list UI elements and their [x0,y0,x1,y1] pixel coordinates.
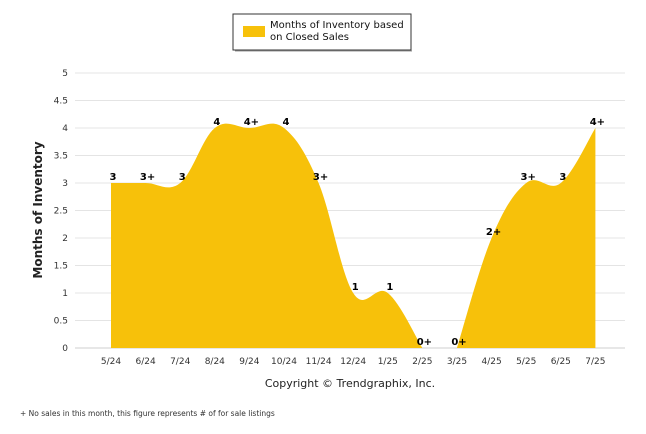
data-label: 1 [352,282,359,293]
data-label: 4 [213,117,220,128]
y-tick-label: 0 [62,344,68,354]
legend-line-2: on Closed Sales [270,32,349,43]
x-tick-label: 5/24 [101,357,121,367]
x-tick-label: 11/24 [306,357,332,367]
legend-swatch [243,26,265,37]
x-tick-label: 2/25 [412,357,432,367]
y-tick-label: 0.5 [54,317,68,327]
data-label: 3+ [313,172,328,183]
data-label: 4 [283,117,290,128]
x-tick-label: 7/24 [170,357,190,367]
y-ticks: 0 0.5 1 1.5 2 2.5 3 3.5 4 4.5 5 [54,69,69,354]
x-tick-label: 6/24 [135,357,155,367]
data-label: 3 [110,172,117,183]
copyright: Copyright © Trendgraphix, Inc. [265,377,435,390]
area-series [111,123,596,348]
data-label: 3 [179,172,186,183]
data-label: 1 [386,282,393,293]
x-tick-label: 3/25 [447,357,467,367]
x-tick-label: 4/25 [481,357,501,367]
footnote: + No sales in this month, this figure re… [20,409,275,418]
x-tick-label: 8/24 [205,357,225,367]
x-tick-label: 5/25 [516,357,536,367]
data-label: 2+ [486,227,501,238]
area-segment-1 [111,123,423,348]
x-tick-label: 1/25 [378,357,398,367]
x-tick-label: 6/25 [551,357,571,367]
x-tick-label: 10/24 [271,357,297,367]
legend: Months of Inventory based on Closed Sale… [232,13,412,52]
x-tick-label: 9/24 [239,357,259,367]
x-tick-label: 12/24 [340,357,366,367]
legend-line-1: Months of Inventory based [270,20,404,31]
data-label: 3+ [521,172,536,183]
y-tick-label: 4.5 [54,97,68,107]
x-tick-label: 7/25 [585,357,605,367]
data-label: 3 [559,172,566,183]
y-tick-label: 1 [62,289,68,299]
y-tick-label: 3.5 [54,152,68,162]
y-axis-label: Months of Inventory [31,141,45,278]
y-tick-label: 5 [62,69,68,79]
y-tick-label: 2.5 [54,207,68,217]
data-label: 4+ [244,117,259,128]
y-tick-label: 3 [62,179,68,189]
data-label: 0+ [417,337,432,348]
data-label: 3+ [140,172,155,183]
area-segment-2 [457,128,596,348]
y-tick-label: 4 [62,124,68,134]
y-tick-label: 2 [62,234,68,244]
y-tick-label: 1.5 [54,262,68,272]
data-label: 0+ [451,337,466,348]
data-label: 4+ [590,117,605,128]
data-labels: 3 3+ 3 4 4+ 4 3+ 1 1 0+ 0+ 2+ 3+ 3 4+ [110,117,606,348]
x-ticks: 5/24 6/24 7/24 8/24 9/24 10/24 11/24 12/24 1/25 2… [101,357,606,367]
